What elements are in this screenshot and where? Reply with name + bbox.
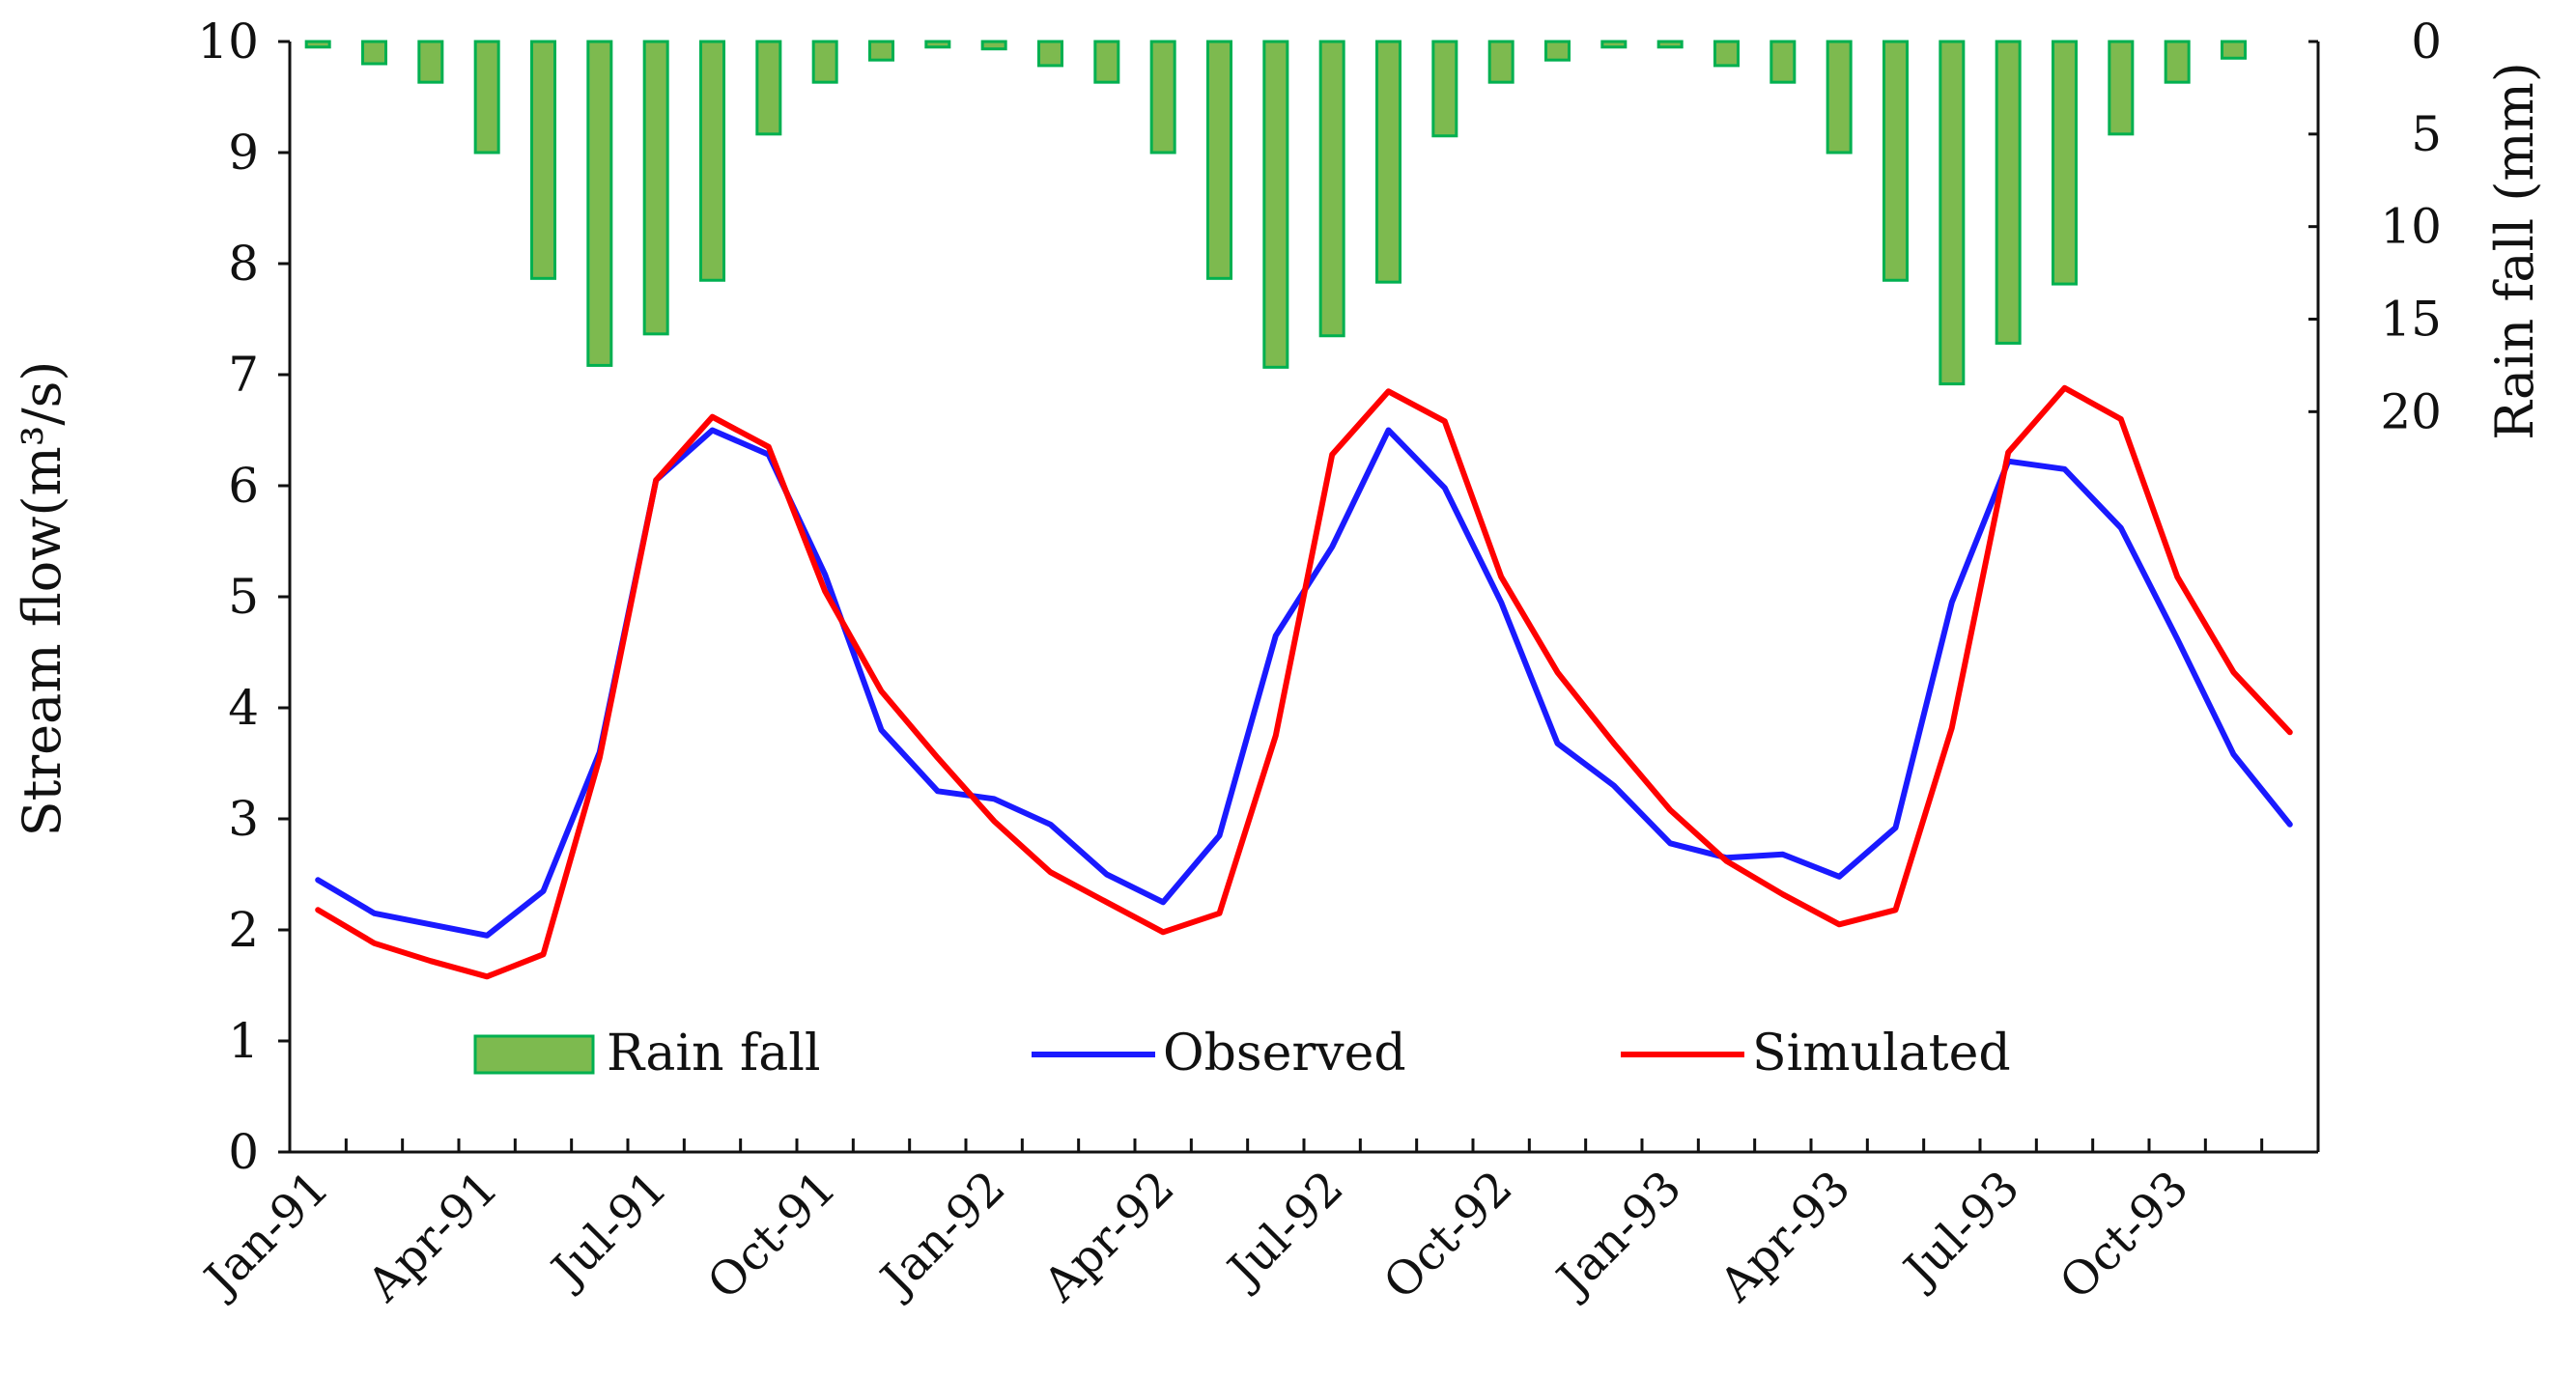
rainfall-bar — [1826, 40, 1853, 155]
rainfall-bar — [1206, 40, 1232, 280]
left-tick-label: 5 — [228, 569, 259, 625]
legend-label-simulated: Simulated — [1752, 1025, 2011, 1082]
right-axis-label: Rain fall (mm) — [2484, 62, 2545, 440]
left-axis-ticks: 0 1 2 3 4 5 6 7 8 9 10 — [197, 14, 290, 1180]
left-tick-label: 2 — [228, 902, 259, 958]
left-tick-label: 1 — [228, 1013, 259, 1069]
x-tick-label: Jan-91 — [191, 1161, 339, 1308]
legend-label-observed: Observed — [1163, 1025, 1406, 1082]
x-tick-label: Oct-91 — [697, 1161, 847, 1310]
x-tick-label: Jan-92 — [867, 1161, 1015, 1308]
rainfall-bar — [642, 40, 669, 336]
x-tick-label: Jul-93 — [1891, 1161, 2030, 1300]
rainfall-bar — [1600, 40, 1628, 49]
rainfall-bar — [1149, 40, 1176, 155]
rainfall-bar — [1713, 40, 1740, 68]
rainfall-bar — [1037, 40, 1063, 68]
rainfall-bar — [361, 40, 387, 66]
rainfall-bar — [1093, 40, 1120, 84]
x-tick-label: Apr-93 — [1709, 1161, 1860, 1312]
streamflow-lines — [315, 384, 2293, 980]
x-axis-ticks: Jan-91 Apr-91 Jul-91 Oct-91 Jan-92 Apr-92 Jul-… — [191, 1138, 2320, 1312]
rainfall-bar — [417, 40, 444, 84]
left-tick-label: 8 — [228, 236, 259, 292]
x-tick-label: Oct-92 — [1373, 1161, 1523, 1310]
rainfall-bar — [1262, 40, 1289, 369]
rainfall-bar — [586, 40, 613, 367]
rainfall-bar — [473, 40, 500, 155]
right-tick-label: 15 — [2380, 292, 2442, 348]
rainfall-bar — [304, 40, 331, 49]
rainfall-bar — [2164, 40, 2191, 84]
rainfall-bar — [1769, 40, 1797, 84]
rainfall-bar — [1544, 40, 1571, 62]
right-tick-label: 10 — [2380, 199, 2442, 255]
rainfall-bar — [1939, 40, 1966, 386]
rainfall-bar — [1882, 40, 1909, 282]
x-tick-label: Oct-93 — [2050, 1161, 2199, 1310]
rainfall-bar — [1487, 40, 1514, 84]
left-tick-label: 3 — [228, 791, 259, 847]
left-tick-label: 4 — [228, 680, 259, 736]
left-tick-label: 9 — [228, 125, 259, 181]
legend-label-rain-fall: Rain fall — [607, 1025, 821, 1082]
right-tick-label: 5 — [2411, 106, 2442, 162]
rainfall-bar — [1656, 40, 1684, 49]
rainfall-bar — [1318, 40, 1345, 338]
left-axis-label: Stream flow(m³/s) — [12, 361, 72, 837]
rainfall-bars — [304, 40, 2247, 386]
x-tick-label: Jul-91 — [539, 1161, 678, 1300]
left-tick-label: 7 — [228, 347, 259, 403]
rainfall-bar — [699, 40, 725, 282]
rainfall-bar — [2221, 40, 2247, 60]
right-tick-label: 0 — [2411, 14, 2442, 70]
rainfall-bar — [811, 40, 838, 84]
rainfall-bar — [2052, 40, 2078, 286]
simulated-series-line — [315, 384, 2293, 980]
legend-swatch-rain-fall — [473, 1034, 595, 1075]
legend: Rain fall Observed Simulated — [473, 1025, 2011, 1082]
rainfall-bar — [530, 40, 556, 280]
x-tick-label: Jul-92 — [1215, 1161, 1354, 1300]
rainfall-bar — [924, 40, 951, 49]
rainfall-bar — [1431, 40, 1458, 138]
rainfall-bar — [868, 40, 894, 62]
left-tick-label: 10 — [197, 14, 259, 70]
left-tick-label: 0 — [228, 1124, 259, 1180]
right-axis-ticks: 0 5 10 15 20 — [2308, 14, 2442, 439]
rainfall-bar — [2108, 40, 2135, 136]
rainfall-bar — [1995, 40, 2022, 345]
left-tick-label: 6 — [228, 458, 259, 514]
rainfall-bar — [980, 40, 1007, 51]
x-tick-label: Apr-91 — [356, 1161, 508, 1312]
x-tick-label: Jan-93 — [1543, 1161, 1691, 1308]
right-tick-label: 20 — [2380, 383, 2442, 439]
rainfall-bar — [1375, 40, 1401, 284]
axes: 0 1 2 3 4 5 6 7 8 9 10 0 5 10 15 20 Jan-91 Apr-91 Jul-91… — [191, 14, 2442, 1312]
x-tick-label: Apr-92 — [1033, 1161, 1184, 1312]
rainfall-bar — [755, 40, 782, 136]
